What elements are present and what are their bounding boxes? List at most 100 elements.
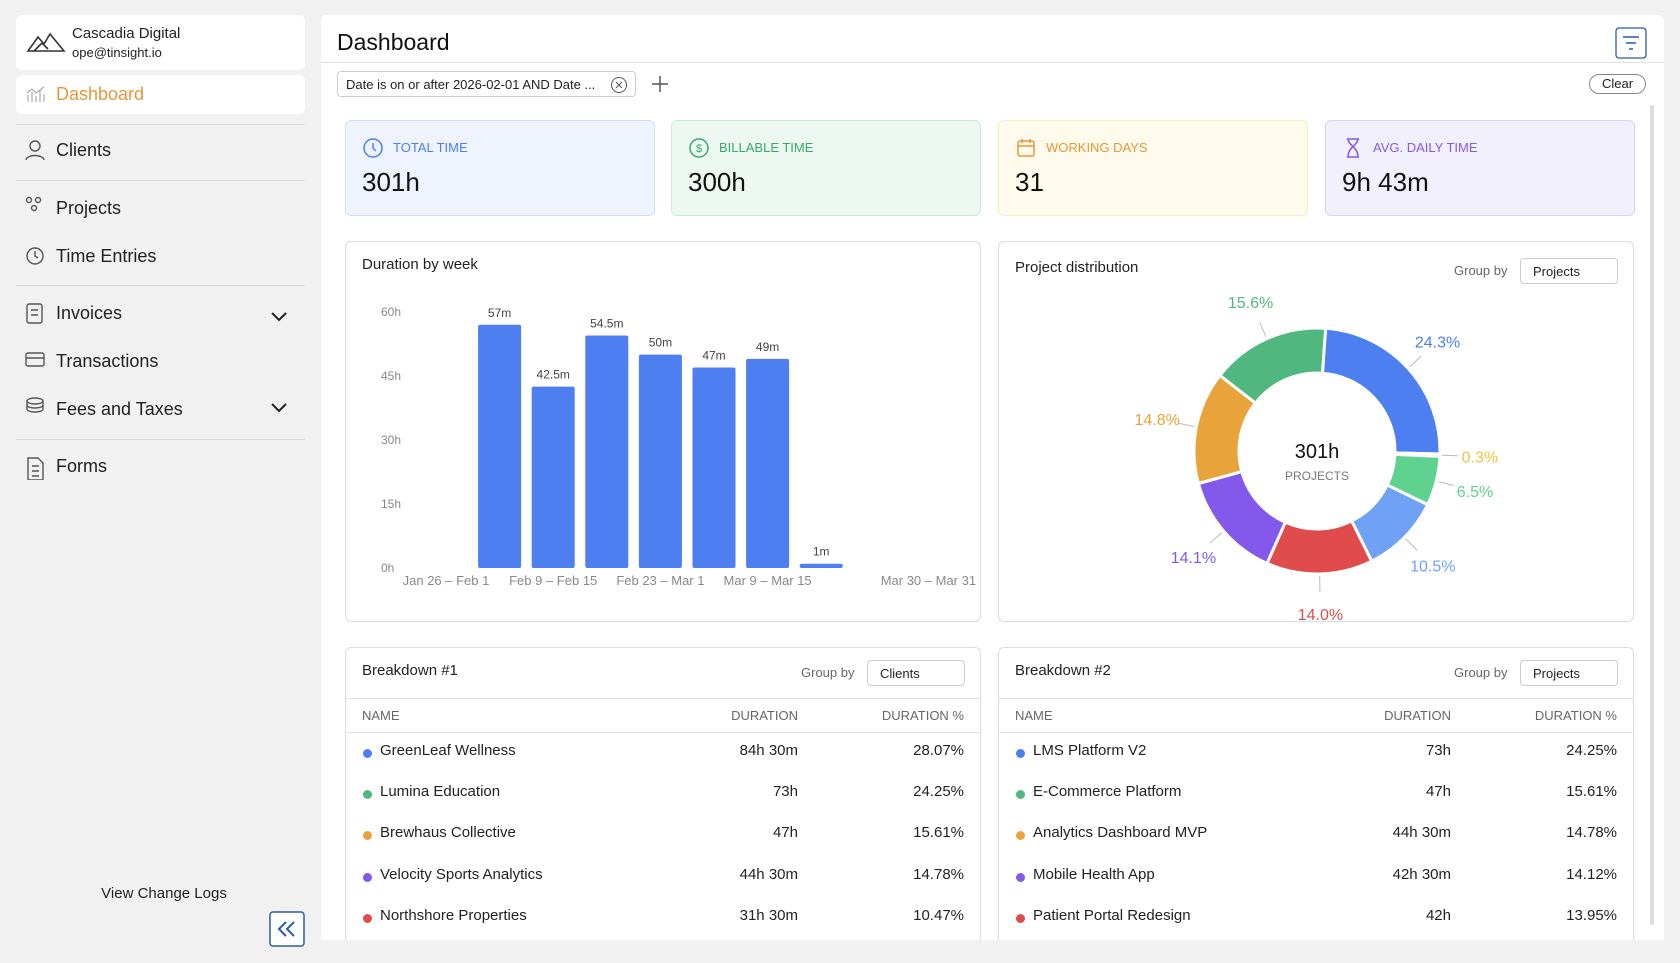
divider	[16, 124, 305, 125]
leader-line	[1441, 454, 1458, 457]
account-card[interactable]: Cascadia Digital ope@tinsight.io	[16, 15, 305, 70]
group-by-label: Group by	[1454, 665, 1508, 680]
icon	[363, 138, 383, 158]
leader-line	[1259, 322, 1267, 338]
nav-item[interactable]: Time Entries	[56, 246, 157, 266]
group-by-label: Group by	[801, 665, 855, 680]
collapse-button[interactable]	[269, 911, 305, 947]
table-cell: 28.07%	[913, 742, 964, 759]
nav-item[interactable]: Clients	[56, 140, 112, 160]
table-cell: 14.78%	[913, 865, 964, 883]
row-dot	[1016, 749, 1025, 758]
icon	[1347, 138, 1359, 158]
table-cell: 73h	[772, 783, 798, 801]
breakdown-card: Breakdown #2 Group by Projects NAME DURATION…	[998, 647, 1634, 963]
bar-label: 50m	[649, 336, 672, 350]
group-by-select[interactable]: Projects	[1520, 258, 1618, 284]
bar	[746, 358, 790, 568]
y-tick-label: 30h	[381, 433, 401, 447]
table-cell: 44h 30m	[739, 865, 798, 883]
table-cell: LMS Platform V2	[1033, 742, 1147, 759]
table-cell: E-Commerce Platform	[1033, 783, 1182, 801]
slice-label: 6.5%	[1457, 484, 1493, 501]
kpi-label: BILLABLE TIME	[719, 140, 814, 155]
company-name: Cascadia Digital	[72, 25, 181, 42]
divider	[999, 698, 1633, 699]
table-cell: 31h 30m	[739, 906, 798, 924]
table-cell: 47h	[1425, 783, 1451, 801]
slice-label: 14.0%	[1298, 607, 1343, 621]
table-cell: 42h	[1425, 906, 1451, 924]
bar-label: 54.5m	[590, 316, 623, 330]
table-title: Breakdown #1	[362, 662, 458, 679]
table-cell: 13.95%	[1566, 906, 1617, 924]
table-cell: GreenLeaf Wellness	[380, 742, 516, 759]
row-dot	[363, 913, 372, 923]
kpi-value: 9h 43m	[1342, 167, 1429, 197]
row-dot	[1016, 913, 1025, 923]
kpi-label: WORKING DAYS	[1046, 140, 1148, 155]
breakdown-card: Breakdown #1 Group by Clients NAME DURATION D…	[345, 647, 981, 963]
remove-icon[interactable]	[610, 76, 628, 94]
table-cell: Brewhaus Collective	[380, 824, 516, 842]
divider	[321, 62, 1664, 63]
group-by-select[interactable]: Projects	[1520, 660, 1618, 686]
nav-item[interactable]: Projects	[56, 198, 122, 218]
table-cell: Mobile Health App	[1033, 865, 1155, 883]
leader-line	[1178, 422, 1195, 428]
column-header: DURATION	[1384, 708, 1451, 723]
table-cell: 44h 30m	[1392, 824, 1451, 842]
nav-item[interactable]: Fees and Taxes	[56, 399, 183, 419]
table-cell: 42h 30m	[1392, 865, 1451, 883]
logo	[26, 32, 66, 52]
column-header: DURATION %	[1534, 708, 1617, 723]
x-tick-label: Feb 9 – Feb 15	[509, 573, 597, 588]
filter-chip[interactable]: Date is on or after 2026-02-01 AND Date …	[337, 71, 636, 97]
table-cell: 15.61%	[913, 824, 964, 842]
clear-button[interactable]: Clear	[1589, 74, 1646, 94]
pie-chart: Project distribution 24.3% 0.3% 6.5% 10.5% 1…	[1015, 259, 1498, 624]
group-by-select[interactable]: Clients	[867, 660, 965, 686]
x-tick-label: Mar 9 – Mar 15	[724, 573, 812, 588]
bar-label: 57m	[488, 306, 511, 320]
row-dot	[363, 872, 372, 882]
bar	[799, 563, 843, 568]
divider	[16, 180, 305, 181]
bar-label: 49m	[756, 340, 779, 354]
row-dot	[363, 831, 372, 841]
table-cell: 84h 30m	[739, 742, 798, 759]
chevrons[interactable]	[270, 308, 288, 418]
x-tick-label: Jan 26 – Feb 1	[403, 573, 490, 588]
nav-active[interactable]: Dashboard	[16, 75, 305, 114]
table-cell: Velocity Sports Analytics	[380, 865, 543, 883]
icon	[26, 86, 45, 102]
kpi-card: AVG. DAILY TIME 9h 43m	[1325, 120, 1635, 216]
nav-item[interactable]: Forms	[56, 456, 107, 476]
y-tick-label: 60h	[381, 305, 401, 319]
change-logs-link[interactable]: View Change Logs	[101, 885, 227, 902]
center-sublabel: PROJECTS	[1285, 469, 1349, 483]
leader-line	[1209, 532, 1223, 544]
bar	[692, 367, 736, 568]
kpi-value: 300h	[688, 167, 746, 197]
nav-item[interactable]: Invoices	[56, 303, 123, 323]
nav-item[interactable]: Transactions	[56, 351, 159, 371]
filter-button[interactable]	[1615, 27, 1647, 59]
svg-text:$: $	[696, 143, 702, 155]
table-cell: 14.78%	[1566, 824, 1617, 842]
kpi-card: WORKING DAYS 31	[998, 120, 1308, 216]
table-cell: 73h	[1425, 742, 1451, 759]
leader-line	[1409, 355, 1422, 368]
email: ope@tinsight.io	[72, 45, 162, 60]
chart-title: Project distribution	[1015, 259, 1138, 276]
slice-label: 15.6%	[1228, 295, 1273, 312]
group-by-label: Group by	[1454, 263, 1508, 278]
bar-card: Duration by week 0h 15h 30h 45h 60h Jan 26 – …	[345, 241, 981, 622]
slice-label: 14.8%	[1134, 412, 1179, 429]
add-filter[interactable]	[650, 74, 670, 94]
center-label: 301h	[1295, 441, 1340, 463]
leader-line	[1438, 481, 1454, 487]
bar	[478, 324, 522, 568]
bar-chart: Duration by week 0h 15h 30h 45h 60h Jan 26 – …	[362, 256, 976, 588]
